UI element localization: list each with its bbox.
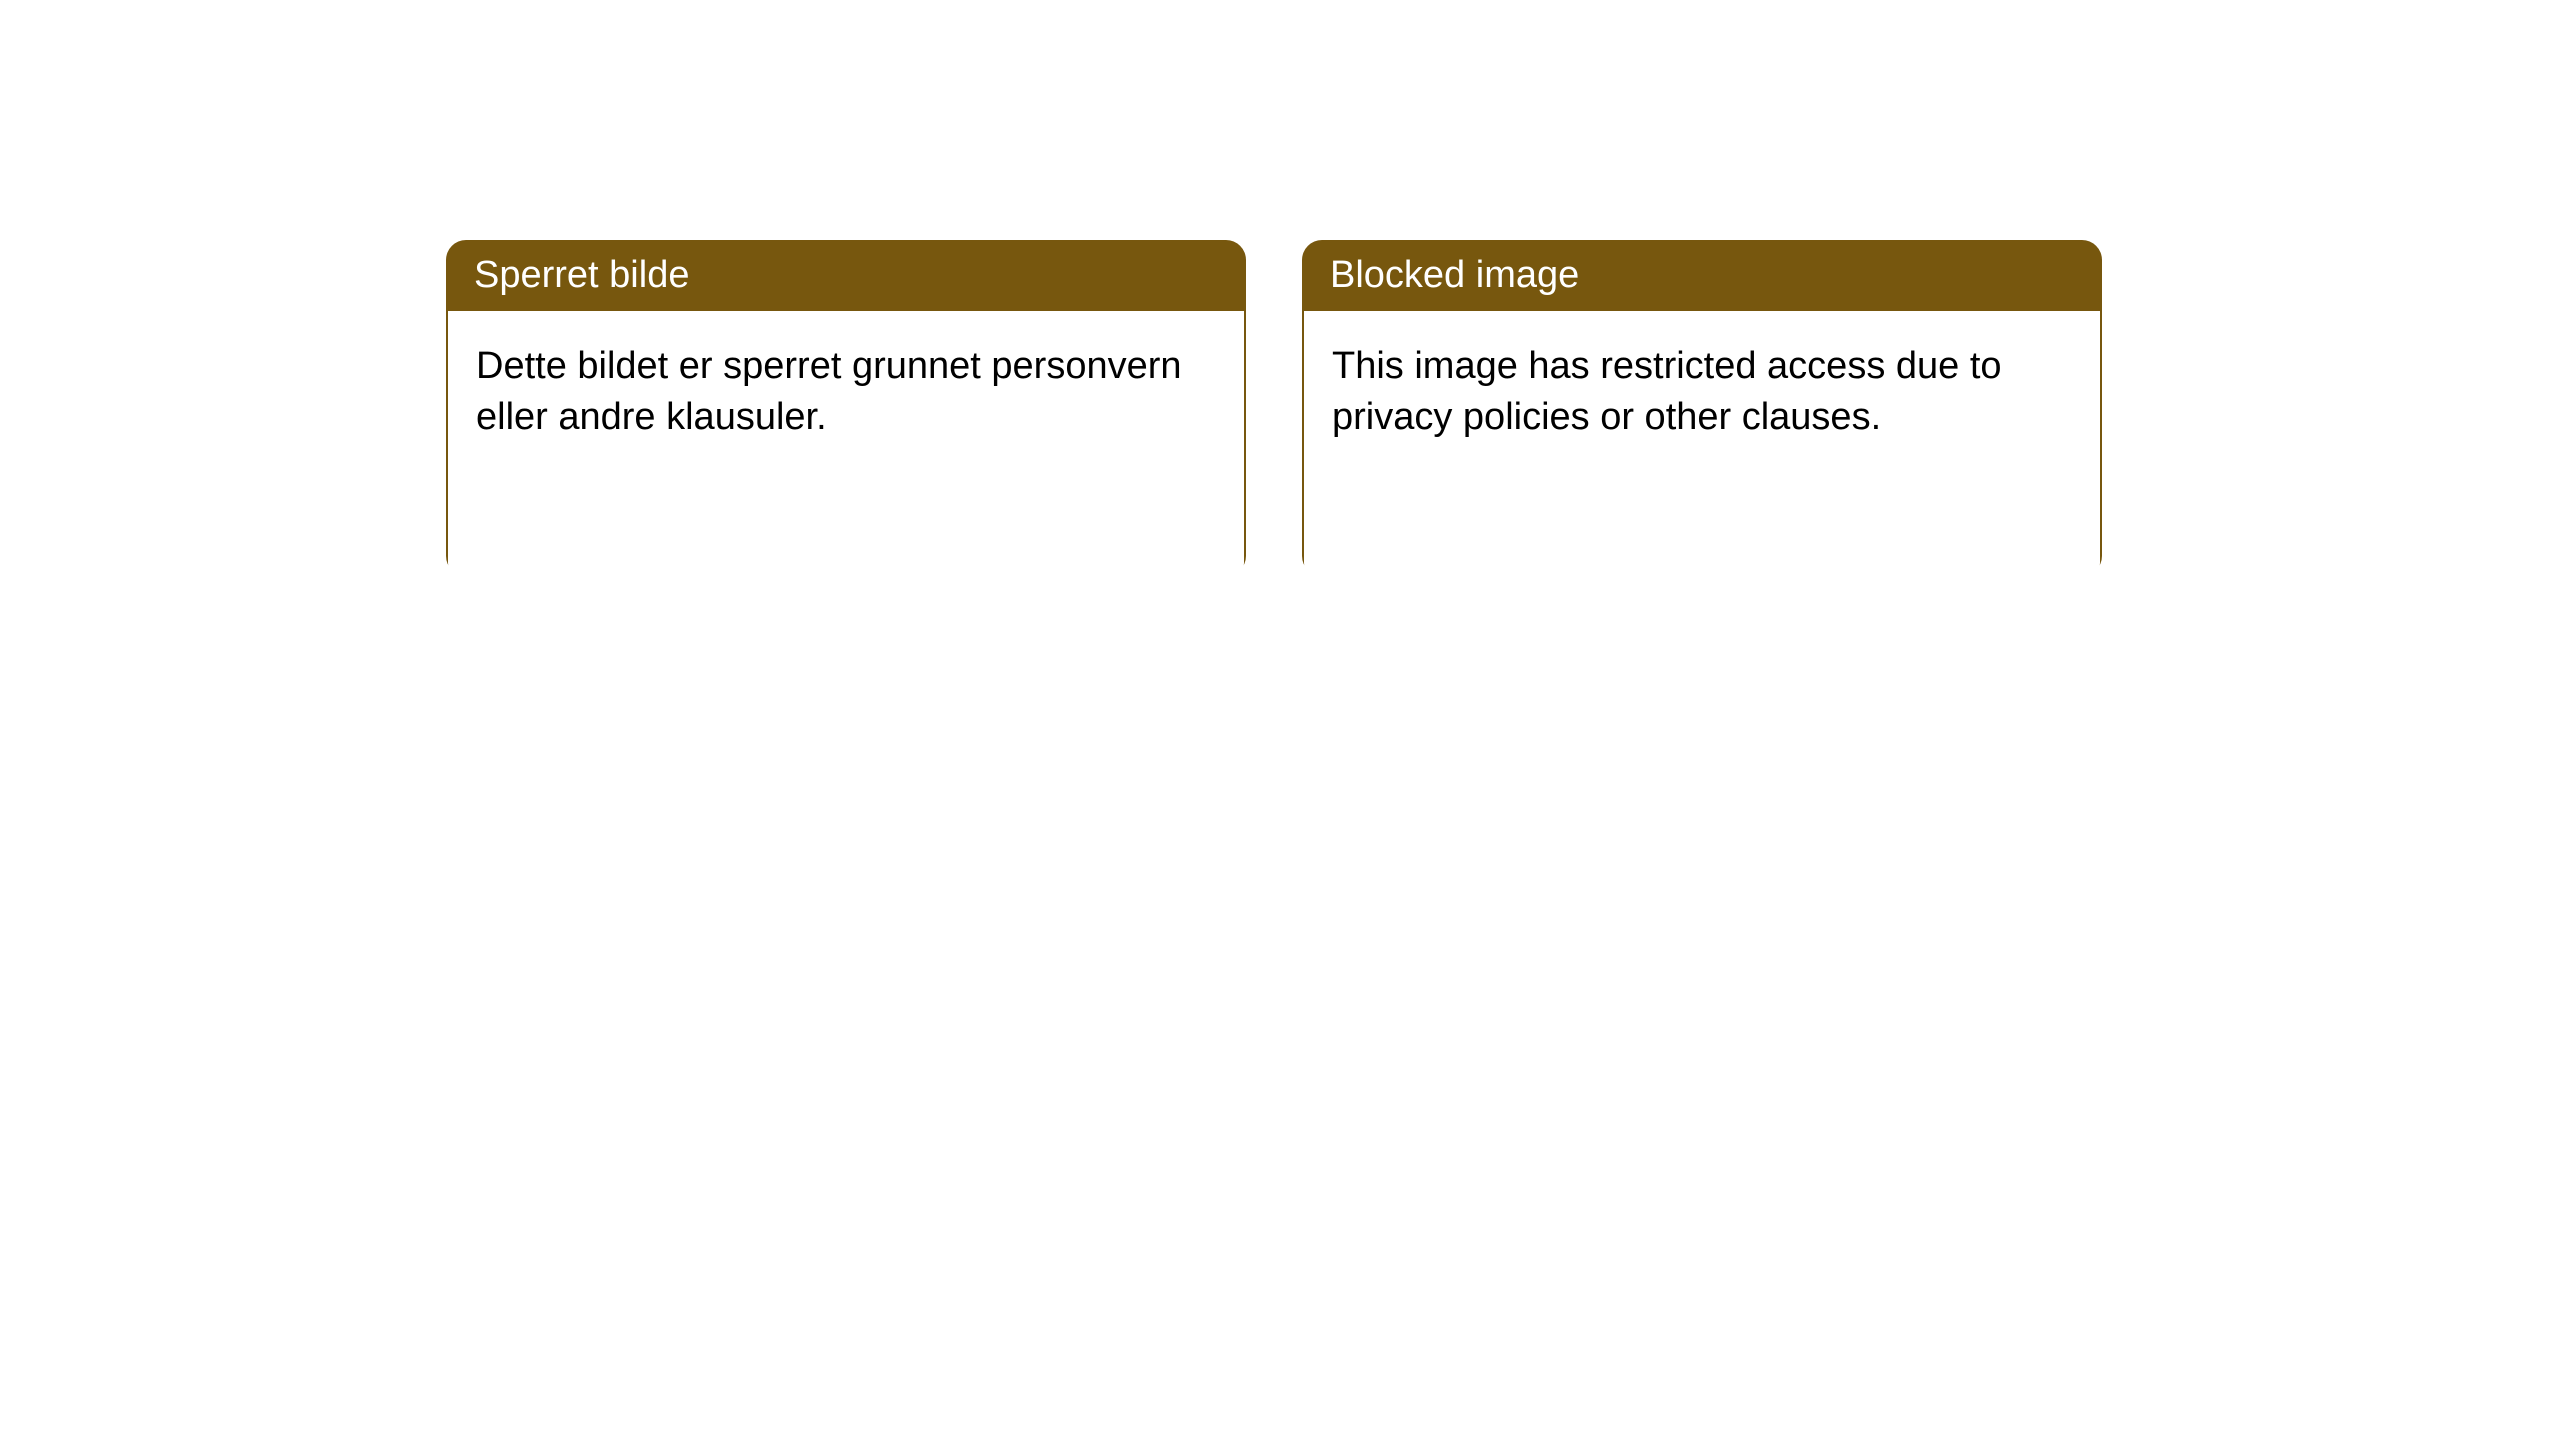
notice-card-body: Dette bildet er sperret grunnet personve…: [446, 311, 1246, 576]
notice-card-no: Sperret bilde Dette bildet er sperret gr…: [446, 240, 1246, 576]
notice-card-body-text: Dette bildet er sperret grunnet personve…: [476, 345, 1182, 438]
notice-container: Sperret bilde Dette bildet er sperret gr…: [0, 0, 2560, 576]
notice-card-en: Blocked image This image has restricted …: [1302, 240, 2102, 576]
notice-card-header: Blocked image: [1302, 240, 2102, 311]
notice-card-body: This image has restricted access due to …: [1302, 311, 2102, 576]
notice-card-title: Sperret bilde: [474, 254, 689, 296]
notice-card-header: Sperret bilde: [446, 240, 1246, 311]
notice-card-body-text: This image has restricted access due to …: [1332, 345, 2002, 438]
notice-card-title: Blocked image: [1330, 254, 1579, 296]
